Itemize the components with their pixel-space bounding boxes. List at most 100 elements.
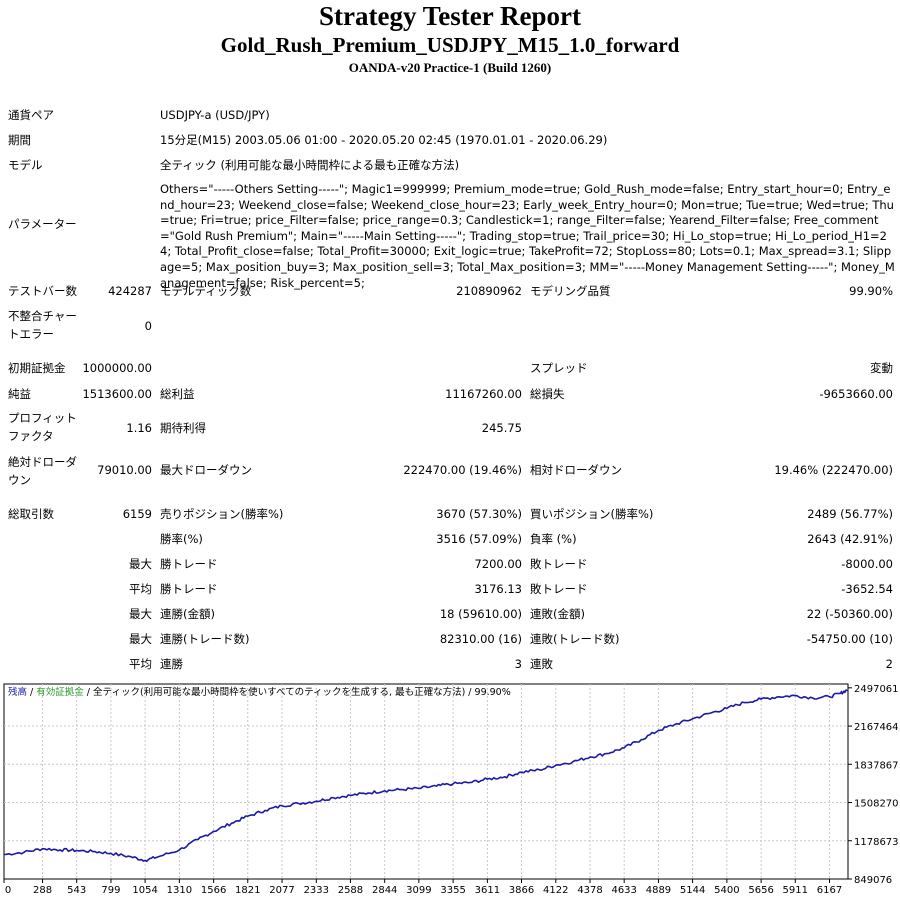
profit-factor-value: 1.16 <box>126 421 152 435</box>
x-tick-label: 4633 <box>611 885 636 896</box>
legend-sep: / <box>27 687 36 698</box>
max-loss-label: 敗トレード <box>530 557 588 571</box>
bars-label: テストバー数 <box>8 284 77 298</box>
net-label: 純益 <box>8 387 31 401</box>
abs-drawdown-label-2: ウン <box>8 473 31 487</box>
x-tick-label: 799 <box>101 885 120 896</box>
long-positions-label: 買いポジション(勝率%) <box>530 507 654 521</box>
y-tick-label: 2167464 <box>854 722 899 733</box>
x-tick-label: 6167 <box>817 885 842 896</box>
cons-loss-money-value: 22 (-50360.00) <box>806 607 893 621</box>
y-tick-label: 2497061 <box>854 684 899 695</box>
abs-drawdown-value: 79010.00 <box>97 463 152 477</box>
legend-equity: 有効証拠金 <box>36 686 84 698</box>
x-tick-label: 2844 <box>372 885 397 896</box>
balance-series-line <box>3 689 848 863</box>
bars-value: 424287 <box>108 284 152 298</box>
x-tick-label: 3611 <box>475 885 500 896</box>
total-trades-value: 6159 <box>122 507 152 521</box>
x-tick-label: 2333 <box>304 885 329 896</box>
avg-cons-loss-value: 2 <box>885 657 893 671</box>
ticks-label: モデルティック数 <box>160 284 252 298</box>
gross-loss-label: 総損失 <box>530 387 565 401</box>
x-tick-label: 5656 <box>748 885 773 896</box>
x-tick-label: 0 <box>5 885 11 896</box>
legend-rest: / 全ティック(利用可能な最小時間枠を使いすべてのティックを生成する, 最も正確… <box>84 686 511 698</box>
cons-win-count-value: 82310.00 (16) <box>439 632 522 646</box>
spread-value: 変動 <box>870 361 893 375</box>
balance-chart: 2497061 2167464 1837867 1508270 1178673 84907… <box>3 683 899 896</box>
gross-profit-value: 11167260.00 <box>445 387 522 401</box>
model-label: モデル <box>8 158 43 172</box>
cons-win-money-label: 連勝(金額) <box>160 607 215 621</box>
x-tick-label: 1054 <box>132 885 157 896</box>
rel-drawdown-label: 相対ドローダウン <box>530 463 622 477</box>
mismatch-label-1: 不整合チャー <box>8 309 77 323</box>
deposit-value: 1000000.00 <box>82 361 152 375</box>
period-value: 15分足(M15) 2003.05.06 01:00 - 2020.05.20 … <box>160 133 608 147</box>
avg-win-value: 3176.13 <box>474 582 522 596</box>
params-label: パラメーター <box>8 217 77 231</box>
profit-factor-label-2: ファクタ <box>8 429 54 443</box>
server-info: OANDA-v20 Practice-1 (Build 1260) <box>348 60 552 75</box>
win-rate-value: 3516 (57.09%) <box>436 532 522 546</box>
gross-loss-value: -9653660.00 <box>819 387 893 401</box>
win-rate-label: 勝率(%) <box>160 532 203 546</box>
total-trades-label: 総取引数 <box>8 507 54 521</box>
avg-cons-loss-label: 連敗 <box>530 657 553 671</box>
expected-payoff-label: 期待利得 <box>160 421 206 435</box>
max-win-value: 7200.00 <box>474 557 522 571</box>
pair-value: USDJPY-a (USD/JPY) <box>160 108 270 122</box>
x-tick-label: 4122 <box>543 885 568 896</box>
quality-value: 99.90% <box>849 284 893 298</box>
avg-cons-win-value: 3 <box>514 657 522 671</box>
max-drawdown-value: 222470.00 (19.46%) <box>403 463 522 477</box>
cons-loss-count-label: 連敗(トレード数) <box>530 632 620 646</box>
max-win-label: 勝トレード <box>160 557 218 571</box>
mismatch-value: 0 <box>144 319 152 333</box>
y-tick-label: 849076 <box>854 875 892 886</box>
loss-rate-value: 2643 (42.91%) <box>807 532 893 546</box>
report-title: Strategy Tester Report <box>319 1 581 31</box>
x-tick-label: 4889 <box>646 885 671 896</box>
x-tick-label: 3355 <box>440 885 465 896</box>
avg-loss-label: 敗トレード <box>530 582 588 596</box>
profit-factor-label-1: プロフィット <box>8 411 77 425</box>
avg-word-2: 平均 <box>129 657 152 671</box>
cons-win-money-value: 18 (59610.00) <box>439 607 522 621</box>
long-positions-value: 2489 (56.77%) <box>807 507 893 521</box>
y-tick-label: 1178673 <box>854 837 899 848</box>
avg-loss-value: -3652.54 <box>841 582 893 596</box>
max-drawdown-label: 最大ドローダウン <box>160 463 252 477</box>
x-tick-label: 5911 <box>783 885 808 896</box>
model-value: 全ティック (利用可能な最小時間枠による最も正確な方法) <box>160 158 460 172</box>
avg-win-label: 勝トレード <box>160 582 218 596</box>
max-word-3: 最大 <box>129 632 152 646</box>
plot-frame <box>3 683 849 880</box>
loss-rate-label: 負率 (%) <box>530 532 577 546</box>
y-tick-label: 1837867 <box>854 760 899 771</box>
chart-legend: 残高 / 有効証拠金 / 全ティック(利用可能な最小時間枠を使いすべてのティック… <box>8 686 511 698</box>
abs-drawdown-label-1: 絶対ドローダ <box>8 455 77 469</box>
x-tick-label: 2588 <box>338 885 363 896</box>
gross-profit-label: 総利益 <box>160 387 195 401</box>
pair-label: 通貨ペア <box>8 108 54 122</box>
ticks-value: 210890962 <box>456 284 522 298</box>
cons-win-count-label: 連勝(トレード数) <box>160 632 250 646</box>
short-positions-label: 売りポジション(勝率%) <box>160 507 284 521</box>
max-word-1: 最大 <box>129 557 152 571</box>
avg-cons-win-label: 連勝 <box>160 657 183 671</box>
cons-loss-money-label: 連敗(金額) <box>530 607 585 621</box>
max-word-2: 最大 <box>129 607 152 621</box>
period-label: 期間 <box>8 133 31 147</box>
quality-label: モデリング品質 <box>530 284 611 298</box>
mismatch-label-2: トエラー <box>8 327 54 341</box>
x-tick-label: 4378 <box>577 885 602 896</box>
x-tick-label: 5144 <box>680 885 705 896</box>
rel-drawdown-value: 19.46% (222470.00) <box>774 463 893 477</box>
x-tick-label: 5400 <box>714 885 739 896</box>
net-value: 1513600.00 <box>82 387 152 401</box>
x-tick-label: 3099 <box>406 885 431 896</box>
max-loss-value: -8000.00 <box>841 557 893 571</box>
y-tick-label: 1508270 <box>854 799 899 810</box>
